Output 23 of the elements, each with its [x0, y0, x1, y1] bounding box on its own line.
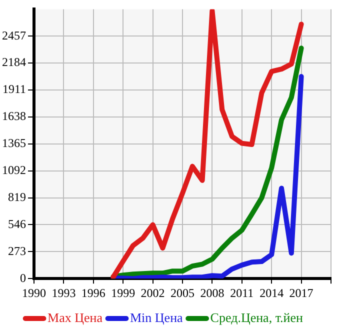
x-tick-label: 2014 — [260, 286, 284, 300]
y-tick-label: 1365 — [2, 136, 26, 150]
x-tick-label: 2008 — [200, 286, 224, 300]
y-tick-label: 1092 — [2, 162, 26, 177]
legend-label: Max Цена — [48, 310, 103, 325]
legend-label: Min Цена — [130, 310, 184, 325]
x-tick-label: 1996 — [81, 286, 106, 300]
x-tick-label: 2002 — [140, 286, 165, 300]
y-tick-label: 2184 — [2, 55, 26, 70]
x-tick-label: 2017 — [289, 286, 314, 300]
x-tick-label: 1993 — [52, 286, 76, 300]
legend-label: Сред.Цена, т.йен — [210, 310, 304, 325]
y-tick-label: 2457 — [2, 28, 26, 42]
y-tick-label: 273 — [8, 244, 26, 258]
y-tick-label: 1638 — [2, 109, 26, 124]
x-tick-label: 1990 — [22, 286, 46, 300]
y-tick-label: 546 — [8, 216, 26, 231]
x-tick-label: 1999 — [111, 286, 136, 300]
y-tick-label: 1911 — [2, 82, 26, 96]
y-tick-label: 819 — [8, 190, 26, 204]
x-tick-label: 2011 — [230, 286, 254, 300]
y-tick-label: 0 — [20, 270, 26, 285]
x-tick-label: 2005 — [170, 286, 194, 300]
